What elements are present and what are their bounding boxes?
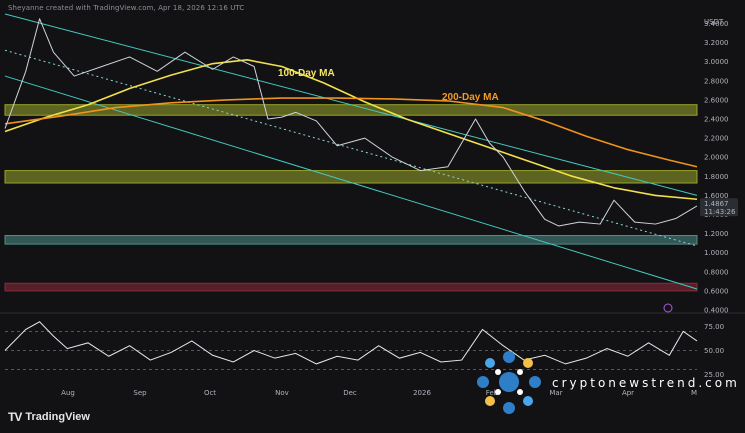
support-zone <box>4 282 698 292</box>
currency-label: USDT <box>704 18 724 26</box>
x-tick-label: Sep <box>133 389 147 397</box>
100-day-ma-line <box>4 59 698 201</box>
x-tick-label: Dec <box>343 389 357 397</box>
tradingview-brand[interactable]: TV TradingView <box>8 410 90 424</box>
y-tick-label: 1.0000 <box>704 249 729 257</box>
rsi-pane: 75.00 50.00 25.00 Aug Sep Oct Nov Dec 2026 Feb Mar… <box>4 321 724 397</box>
y-tick-label: 1.8000 <box>704 173 729 181</box>
ma-annotation: 100-Day MA <box>278 68 335 79</box>
y-tick-label: 3.2000 <box>704 39 729 47</box>
support-zone <box>4 235 698 245</box>
y-tick-label: 2.4000 <box>704 116 729 124</box>
tradingview-logo-icon: TV <box>8 410 22 424</box>
x-tick-label: Oct <box>204 389 216 397</box>
alert-marker-icon <box>663 303 673 313</box>
y-tick-label: 0.6000 <box>704 287 729 295</box>
last-price-countdown: 11:43:26 <box>704 208 736 216</box>
y-tick-label: 0.8000 <box>704 268 729 276</box>
y-tick-label: 1.6000 <box>704 192 729 200</box>
x-tick-label: Aug <box>61 389 75 397</box>
channel-midline <box>4 49 698 247</box>
watermark-logo-icon <box>477 351 541 414</box>
x-tick-label: M <box>691 389 697 397</box>
ma-annotation: 200-Day MA <box>442 92 499 103</box>
x-tick-label: Mar <box>549 389 562 397</box>
x-tick-label: 2026 <box>413 389 431 397</box>
rsi-tick-label: 50.00 <box>704 347 724 355</box>
y-tick-label: 0.4000 <box>704 307 729 315</box>
resistance-zone <box>4 104 698 116</box>
y-tick-label: 3.4000 <box>704 20 729 28</box>
y-tick-label: 1.2000 <box>704 230 729 238</box>
last-price-value: 1.4867 <box>704 200 729 208</box>
rsi-line <box>4 321 698 365</box>
channel-line <box>4 75 698 290</box>
chart-caption: Sheyanne created with TradingView.com, A… <box>8 4 245 12</box>
rsi-tick-label: 25.00 <box>704 371 724 379</box>
price-line <box>4 18 698 227</box>
y-tick-label: 2.0000 <box>704 154 729 162</box>
y-tick-label: 2.8000 <box>704 77 729 85</box>
channel-line <box>4 13 698 196</box>
x-tick-label: Feb <box>486 389 499 397</box>
watermark-text: cryptonewstrend.com <box>552 376 740 390</box>
last-price-tag <box>700 198 738 217</box>
x-tick-label: Apr <box>622 389 634 397</box>
y-tick-label: 2.6000 <box>704 96 729 104</box>
x-tick-label: Nov <box>275 389 289 397</box>
200-day-ma-line <box>4 97 698 168</box>
tradingview-label: TradingView <box>25 411 90 423</box>
resistance-zone <box>4 170 698 184</box>
y-tick-label: 3.0000 <box>704 58 729 66</box>
rsi-tick-label: 75.00 <box>704 323 724 331</box>
y-tick-label: 2.2000 <box>704 135 729 143</box>
